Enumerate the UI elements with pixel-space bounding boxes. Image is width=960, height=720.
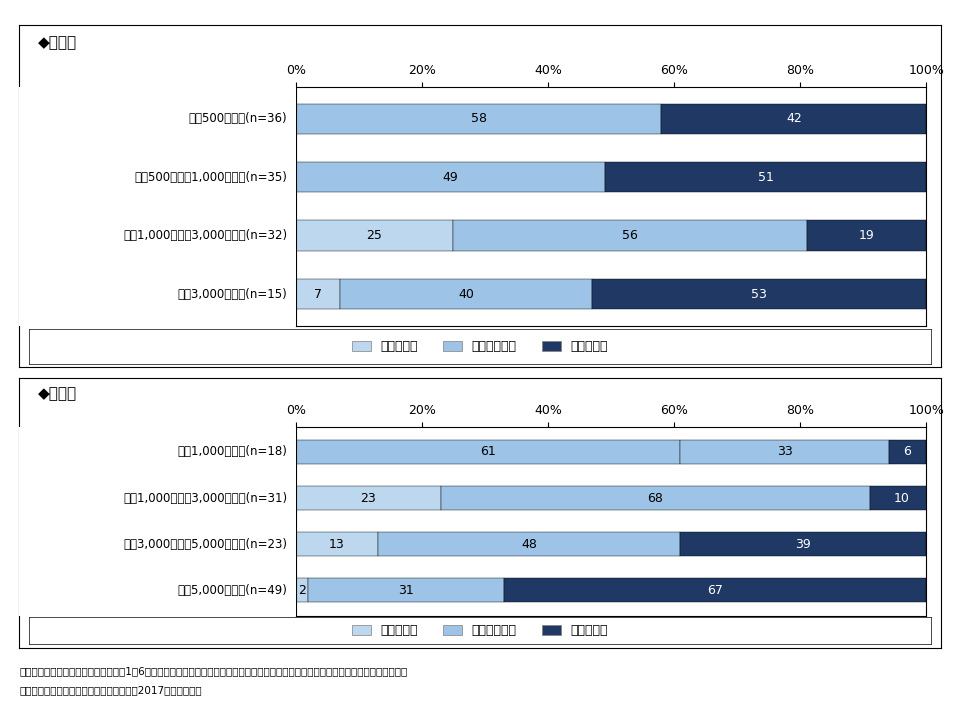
Text: 月額1,000円未満(n=18): 月額1,000円未満(n=18) bbox=[178, 446, 287, 459]
Bar bbox=[453, 220, 806, 251]
Bar bbox=[681, 532, 926, 556]
Text: 13: 13 bbox=[329, 538, 345, 551]
Text: 31: 31 bbox=[398, 584, 414, 597]
Text: 6: 6 bbox=[903, 446, 911, 459]
Bar bbox=[889, 440, 926, 464]
Text: 月額500円未満(n=36): 月額500円未満(n=36) bbox=[189, 112, 287, 125]
Bar bbox=[308, 578, 504, 602]
Text: 58: 58 bbox=[470, 112, 487, 125]
Bar bbox=[296, 220, 453, 251]
Bar bbox=[296, 486, 441, 510]
Bar bbox=[340, 279, 592, 309]
Text: 49: 49 bbox=[443, 171, 458, 184]
Bar bbox=[377, 532, 681, 556]
Text: 39: 39 bbox=[796, 538, 811, 551]
Text: 月額1,000円以上3,000円未満(n=31): 月額1,000円以上3,000円未満(n=31) bbox=[123, 492, 287, 505]
Text: 月額1,000円以上3,000円未満(n=32): 月額1,000円以上3,000円未満(n=32) bbox=[123, 229, 287, 242]
Text: 月額500円以上1,000円未満(n=35): 月額500円以上1,000円未満(n=35) bbox=[134, 171, 287, 184]
Bar bbox=[296, 532, 377, 556]
Text: 68: 68 bbox=[647, 492, 663, 505]
Text: 月額3,000円以上(n=15): 月額3,000円以上(n=15) bbox=[178, 287, 287, 300]
Text: 33: 33 bbox=[777, 446, 792, 459]
Text: 42: 42 bbox=[786, 112, 802, 125]
Text: 月額3,000円以上5,000円未満(n=23): 月額3,000円以上5,000円未満(n=23) bbox=[124, 538, 287, 551]
Text: 10: 10 bbox=[893, 492, 909, 505]
Text: 53: 53 bbox=[752, 287, 767, 300]
Text: 51: 51 bbox=[757, 171, 774, 184]
Text: 25: 25 bbox=[367, 229, 382, 242]
Bar bbox=[504, 578, 926, 602]
Text: 61: 61 bbox=[480, 446, 496, 459]
Bar bbox=[681, 440, 889, 464]
Bar bbox=[605, 162, 926, 192]
Text: 2: 2 bbox=[298, 584, 306, 597]
Text: 23: 23 bbox=[360, 492, 376, 505]
Bar bbox=[296, 578, 308, 602]
Bar bbox=[296, 104, 661, 134]
Text: 注：スマホ・ケータイを利用する関東1都6県在住の小中学生を持つ保護者が回答。「わからない・答えたくない」とした回答者は除く。: 注：スマホ・ケータイを利用する関東1都6県在住の小中学生を持つ保護者が回答。「わ… bbox=[19, 666, 407, 676]
Bar bbox=[806, 220, 926, 251]
Text: 月額5,000円以上(n=49): 月額5,000円以上(n=49) bbox=[178, 584, 287, 597]
Bar bbox=[592, 279, 926, 309]
Bar bbox=[870, 486, 933, 510]
Legend: 安いと思う, 普通だと思う, 高いと思う: 安いと思う, 普通だと思う, 高いと思う bbox=[347, 335, 613, 358]
Text: ◆小学生: ◆小学生 bbox=[37, 35, 77, 50]
Bar bbox=[661, 104, 926, 134]
Legend: 安いと思う, 普通だと思う, 高いと思う: 安いと思う, 普通だと思う, 高いと思う bbox=[347, 619, 613, 642]
Text: 48: 48 bbox=[521, 538, 537, 551]
Text: 40: 40 bbox=[458, 287, 474, 300]
Text: 出所：子どものケータイ利用に関する調査2017（訪問面接）: 出所：子どものケータイ利用に関する調査2017（訪問面接） bbox=[19, 685, 202, 696]
Bar bbox=[441, 486, 870, 510]
Text: 56: 56 bbox=[622, 229, 637, 242]
Text: 7: 7 bbox=[314, 287, 322, 300]
Bar bbox=[296, 440, 681, 464]
Text: 67: 67 bbox=[708, 584, 723, 597]
Text: 19: 19 bbox=[858, 229, 875, 242]
Text: ◆中学生: ◆中学生 bbox=[37, 386, 77, 401]
Bar bbox=[296, 279, 340, 309]
Bar bbox=[296, 162, 605, 192]
